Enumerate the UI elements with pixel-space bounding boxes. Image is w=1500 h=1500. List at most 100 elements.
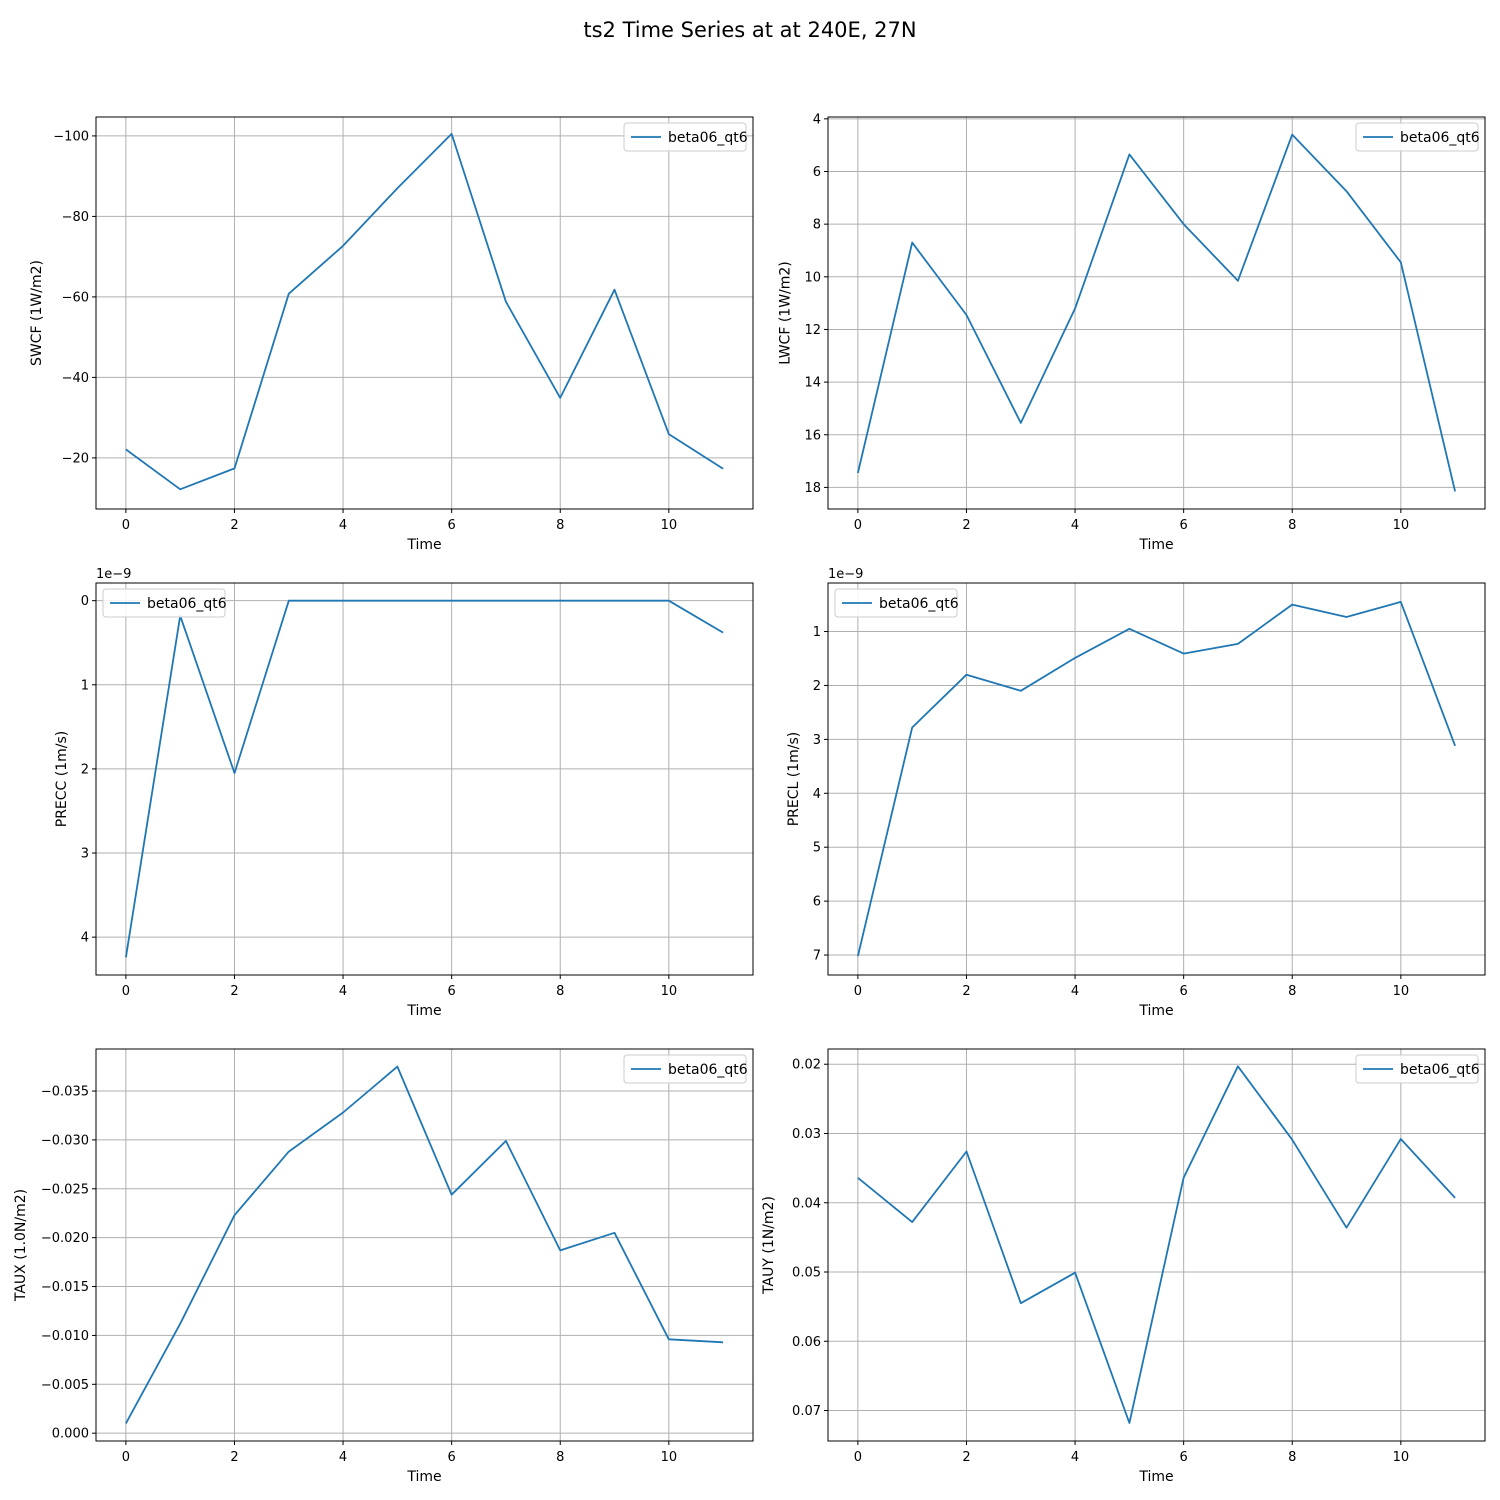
y-tick-label: −60 xyxy=(62,290,89,305)
y-tick-label: −20 xyxy=(62,451,89,466)
x-tick-label: 10 xyxy=(661,984,678,999)
y-tick-label: 5 xyxy=(813,841,821,856)
y-tick-label: 0.04 xyxy=(792,1196,821,1211)
subplot-3: 0 2 4 6 8 10 0 1 2 3 4 Time PRECC (1m/s) 1e−9 beta06_q… xyxy=(54,567,754,1019)
y-tick-label: −100 xyxy=(53,129,89,144)
x-tick-label: 8 xyxy=(556,1450,564,1465)
y-offset-text: 1e−9 xyxy=(96,567,131,582)
legend-box xyxy=(834,588,958,618)
series-line xyxy=(857,1065,1456,1424)
legend-box xyxy=(623,122,747,152)
legend: beta06_qt6 xyxy=(1355,122,1480,152)
y-tick-label: 7 xyxy=(813,949,821,964)
x-tick-label: 8 xyxy=(556,518,564,533)
x-tick-label: 10 xyxy=(1393,1450,1410,1465)
y-axis-label: PRECL (1m/s) xyxy=(786,732,802,827)
y-tick-label: 4 xyxy=(813,787,821,802)
legend: beta06_qt6 xyxy=(102,588,227,618)
series-line xyxy=(857,133,1456,492)
y-tick-label: −0.020 xyxy=(41,1231,89,1246)
y-tick-label: −0.015 xyxy=(41,1280,89,1295)
y-axis-label: PRECC (1m/s) xyxy=(54,731,70,828)
y-tick-label: 0.07 xyxy=(792,1404,821,1419)
x-axis-label: Time xyxy=(1138,1469,1173,1485)
x-tick-label: 2 xyxy=(230,984,238,999)
x-tick-label: 8 xyxy=(556,984,564,999)
y-axis-label: TAUX (1.0N/m2) xyxy=(13,1189,29,1302)
legend-box xyxy=(1355,1054,1479,1084)
x-tick-label: 8 xyxy=(1288,1450,1296,1465)
subplot-1: 0 2 4 6 8 10 −100 −80 −60 −40 −20 Time SWCF (1W/m2) b… xyxy=(29,116,754,553)
x-tick-label: 4 xyxy=(339,1450,347,1465)
x-tick-label: 6 xyxy=(448,984,456,999)
y-axis-label: LWCF (1W/m2) xyxy=(778,261,794,365)
legend-label: beta06_qt6 xyxy=(668,130,748,146)
legend-label: beta06_qt6 xyxy=(1400,1062,1480,1078)
axes-frame xyxy=(95,582,754,976)
y-tick-label: 0.03 xyxy=(792,1127,821,1142)
x-tick-label: 2 xyxy=(230,1450,238,1465)
legend-label: beta06_qt6 xyxy=(668,1062,748,1078)
axes-frame xyxy=(827,1048,1486,1442)
legend-label: beta06_qt6 xyxy=(1400,130,1480,146)
axes-frame xyxy=(827,582,1486,976)
y-tick-label: 4 xyxy=(81,931,89,946)
x-tick-label: 6 xyxy=(1180,984,1188,999)
series-line xyxy=(125,599,724,958)
legend-box xyxy=(623,1054,747,1084)
figure-title: ts2 Time Series at at 240E, 27N xyxy=(583,18,916,42)
x-tick-label: 6 xyxy=(448,1450,456,1465)
y-tick-label: 6 xyxy=(813,895,821,910)
subplot-5: 0 2 4 6 8 10 −0.035 −0.030 −0.025 −0.020 −0.015 −0.… xyxy=(13,1048,754,1485)
x-axis-label: Time xyxy=(406,1469,441,1485)
legend: beta06_qt6 xyxy=(623,122,748,152)
y-tick-label: 10 xyxy=(804,270,821,285)
y-tick-label: 1 xyxy=(81,678,89,693)
axes-frame xyxy=(95,1048,754,1442)
x-tick-label: 10 xyxy=(1393,984,1410,999)
y-tick-label: 0 xyxy=(81,594,89,609)
y-tick-label: 3 xyxy=(81,847,89,862)
x-axis-label: Time xyxy=(406,1003,441,1019)
x-tick-label: 2 xyxy=(962,518,970,533)
y-axis-label: SWCF (1W/m2) xyxy=(29,260,45,366)
subplot-6: 0 2 4 6 8 10 0.02 0.03 0.04 0.05 0.06 0.07 Time TAUY … xyxy=(761,1048,1486,1485)
x-axis-label: Time xyxy=(1138,1003,1173,1019)
y-tick-label: 0.02 xyxy=(792,1058,821,1073)
y-tick-label: 12 xyxy=(804,323,821,338)
y-tick-label: −0.005 xyxy=(41,1378,89,1393)
x-tick-label: 6 xyxy=(1180,518,1188,533)
y-tick-label: −40 xyxy=(62,371,89,386)
y-tick-label: 0.05 xyxy=(792,1266,821,1281)
x-axis-label: Time xyxy=(1138,537,1173,553)
y-tick-label: −0.035 xyxy=(41,1085,89,1100)
x-tick-label: 10 xyxy=(661,518,678,533)
y-offset-text: 1e−9 xyxy=(828,567,863,582)
y-tick-label: −0.030 xyxy=(41,1133,89,1148)
x-tick-label: 0 xyxy=(854,518,862,533)
y-tick-label: 3 xyxy=(813,733,821,748)
series-line xyxy=(857,601,1456,957)
x-tick-label: 6 xyxy=(448,518,456,533)
y-tick-label: 4 xyxy=(813,112,821,127)
x-tick-label: 0 xyxy=(854,1450,862,1465)
x-tick-label: 4 xyxy=(339,518,347,533)
x-tick-label: 4 xyxy=(1071,518,1079,533)
x-tick-label: 10 xyxy=(661,1450,678,1465)
y-tick-label: −80 xyxy=(62,210,89,225)
y-tick-label: 8 xyxy=(813,218,821,233)
x-axis-label: Time xyxy=(406,537,441,553)
x-tick-label: 0 xyxy=(854,984,862,999)
y-tick-label: 6 xyxy=(813,165,821,180)
series-line xyxy=(125,132,724,491)
y-axis-label: TAUY (1N/m2) xyxy=(761,1196,777,1295)
x-tick-label: 2 xyxy=(962,984,970,999)
x-tick-label: 10 xyxy=(1393,518,1410,533)
x-tick-label: 6 xyxy=(1180,1450,1188,1465)
y-tick-label: 2 xyxy=(813,679,821,694)
x-tick-label: 4 xyxy=(1071,1450,1079,1465)
legend-box xyxy=(102,588,226,618)
x-tick-label: 2 xyxy=(230,518,238,533)
x-tick-label: 4 xyxy=(1071,984,1079,999)
